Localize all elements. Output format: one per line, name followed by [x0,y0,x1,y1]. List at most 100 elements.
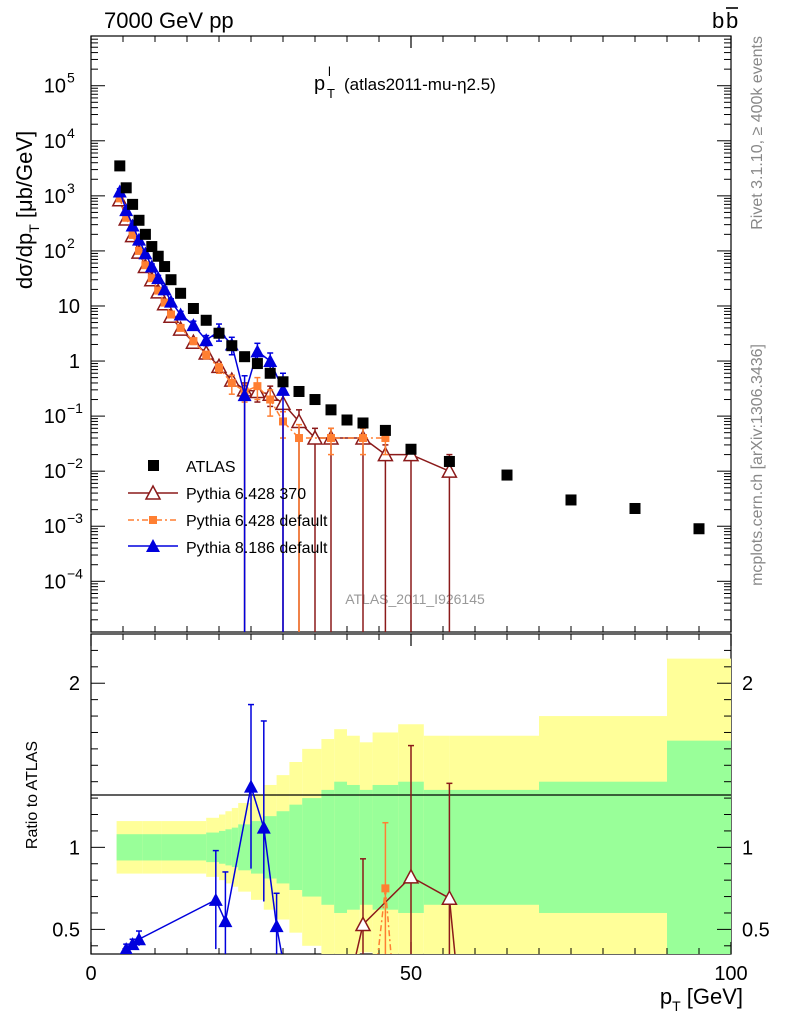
atlas-data-point [565,494,577,506]
atlas-data-point [239,351,251,363]
x-axis-label-sub: T [672,998,681,1014]
band-inner-segment [219,830,226,864]
atlas-data-point [226,340,238,352]
atlas-data-point [146,241,158,253]
y-tick-label: 10 [44,241,66,263]
legend-label-atlas: ATLAS [186,459,236,476]
y-tick-label: 10 [44,406,66,428]
series-line [119,198,386,439]
data-point [253,382,262,391]
analysis-label: ATLAS_2011_I926145 [345,591,485,607]
atlas-data-point [165,274,177,286]
band-inner-segment [449,789,475,905]
atlas-data-point [629,502,641,514]
data-point [141,261,150,270]
series-atlas-data [114,160,705,535]
atlas-data-point [187,302,199,314]
data-point [202,350,211,359]
atlas-data-point [114,160,126,172]
legend-entry-p6-370: Pythia 6.428 370 [128,484,306,503]
process-label: b b [712,7,738,33]
main-plot-series [111,160,705,632]
y-tick-label: 10 [44,516,66,538]
data-point [173,307,188,321]
atlas-data-point [309,394,321,406]
plot-title: p l T (atlas2011-mu-η2.5) [314,64,496,101]
legend-label-p8-default: Pythia 8.186 default [186,540,328,557]
band-inner-segment [359,789,373,905]
data-point [186,318,201,332]
x-axis-label-b: [GeV] [681,984,743,1009]
atlas-data-point [325,404,337,416]
band-inner-segment [539,781,603,913]
series-p8_default [112,184,290,632]
ratio-y-tick-label-right: 0.5 [742,919,770,941]
ratio-y-tick-label-left: 0.5 [52,919,80,941]
ratio-point [208,892,223,906]
band-inner-segment [225,829,232,866]
data-point [115,194,124,203]
data-point [112,184,127,198]
legend-marker-atlas [148,460,159,471]
band-inner-segment [187,834,207,861]
atlas-data-point [200,314,212,326]
plot-title-sub: T [327,86,335,101]
data-point [266,395,275,404]
data-point [119,203,134,217]
data-point [176,323,185,332]
y-tick-label: 10 [44,571,66,593]
process-label-bbar: b [726,8,738,33]
y-axis-label-b: [μb/GeV] [12,131,37,224]
legend-label-p6-default: Pythia 6.428 default [186,513,328,530]
band-inner-segment [302,798,322,897]
ratio-series-p8_default [119,703,284,954]
data-point [128,230,137,239]
atlas-data-point [277,376,289,388]
data-point [381,434,390,443]
ratio-series-p6_default [377,821,392,954]
band-inner-segment [321,789,335,905]
atlas-data-point [133,214,145,226]
ratio-line [384,888,392,954]
ratio-point [269,919,284,933]
data-point [359,434,367,443]
data-point [250,344,265,358]
atlas-data-point [293,385,305,397]
data-point [135,246,143,255]
x-axis-label-a: p [660,984,672,1009]
ratio-y-tick-label-left: 2 [69,673,80,695]
legend-marker-p6-default [149,516,157,524]
legend-entry-p6-default: Pythia 6.428 default [128,513,328,530]
data-point [154,286,163,295]
atlas-data-point [379,424,391,436]
band-inner-segment [289,804,303,890]
band-inner-segment [161,834,187,861]
data-point [122,213,131,222]
band-inner-segment [231,827,239,868]
data-point [147,274,156,283]
mcplots-label: mcplots.cern.ch [arXiv:1306.3436] [749,344,766,586]
ratio-point [402,868,420,884]
band-inner-segment [475,789,539,905]
y-tick-label: 10 [44,76,66,98]
band-inner-segment [142,834,162,861]
y-tick-label: 10 [44,461,66,483]
data-point [189,337,198,346]
data-point [263,354,278,368]
band-inner-segment [423,789,450,905]
ratio-uncertainty-band [116,658,731,954]
y-tick-exponent: 4 [67,125,75,141]
band-inner-segment [347,784,360,910]
atlas-data-point [152,250,164,262]
atlas-data-point [175,287,187,299]
ratio-y-axis-label: Ratio to ATLAS [24,741,41,849]
data-point [132,232,146,246]
legend-entry-p8-default: Pythia 8.186 default [128,539,328,557]
ratio-point [354,915,372,932]
x-axis-label: pT [GeV] [660,984,743,1014]
ratio-line [377,888,387,954]
legend-entry-atlas: ATLAS [148,459,236,476]
y-tick-label: 1 [69,351,80,373]
